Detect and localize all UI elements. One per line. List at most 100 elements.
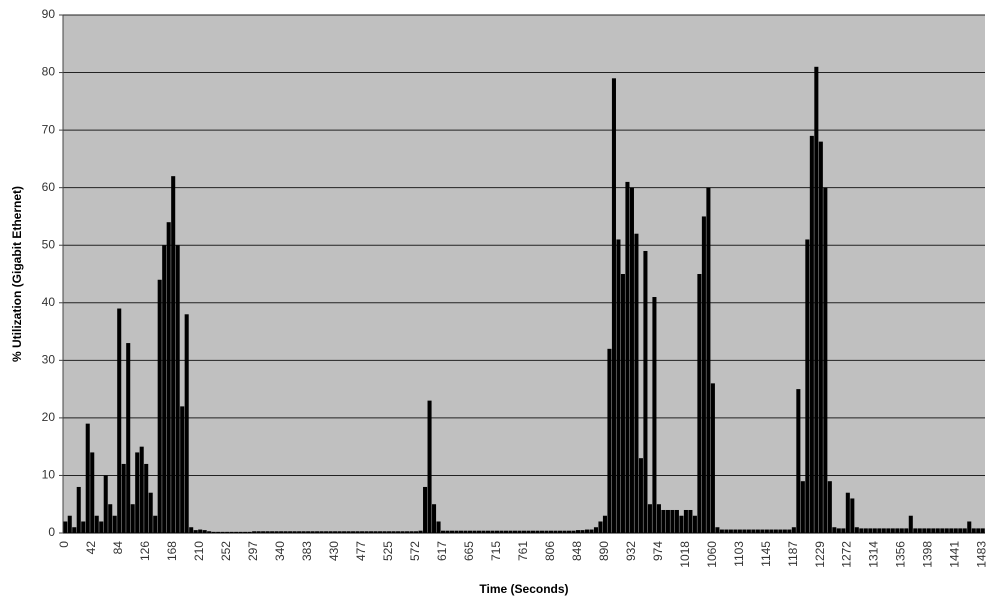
bar bbox=[252, 531, 257, 533]
bar bbox=[769, 529, 774, 533]
bar bbox=[418, 530, 423, 533]
bar bbox=[602, 515, 607, 533]
bar bbox=[872, 528, 877, 533]
bar bbox=[710, 383, 715, 533]
bar bbox=[494, 530, 500, 533]
bar bbox=[396, 531, 401, 533]
bar bbox=[373, 531, 378, 533]
bar bbox=[288, 531, 293, 533]
bar bbox=[706, 187, 711, 533]
x-tick-label: 1483 bbox=[975, 541, 987, 568]
bar bbox=[926, 528, 931, 533]
bar bbox=[755, 529, 760, 533]
bar bbox=[76, 486, 81, 533]
y-axis-title: % Utilization (Gigabit Ethernet) bbox=[10, 186, 24, 362]
bar bbox=[503, 530, 509, 533]
bar bbox=[526, 530, 531, 533]
bar bbox=[886, 528, 891, 533]
bar bbox=[193, 530, 198, 533]
bar bbox=[728, 529, 733, 533]
bar bbox=[310, 531, 315, 533]
bar bbox=[800, 481, 805, 533]
bar bbox=[809, 135, 814, 533]
bar bbox=[270, 531, 275, 533]
bar bbox=[211, 531, 216, 533]
bar bbox=[72, 527, 77, 533]
bar bbox=[283, 531, 288, 533]
bar bbox=[575, 530, 580, 533]
bar bbox=[827, 481, 832, 533]
bar bbox=[674, 509, 679, 533]
y-tick-label: 60 bbox=[42, 180, 56, 194]
bar bbox=[153, 515, 158, 533]
bar bbox=[917, 528, 922, 533]
bar bbox=[580, 530, 585, 533]
bar bbox=[99, 521, 104, 533]
x-tick-label: 210 bbox=[192, 541, 206, 561]
bar bbox=[157, 279, 162, 533]
bar bbox=[364, 531, 369, 533]
bar bbox=[454, 530, 459, 533]
bar bbox=[207, 531, 212, 533]
bar bbox=[967, 521, 972, 533]
bar bbox=[548, 530, 554, 533]
bar bbox=[841, 528, 846, 533]
bar bbox=[346, 531, 351, 533]
bar bbox=[409, 531, 414, 533]
bar bbox=[535, 530, 540, 533]
bar bbox=[184, 314, 189, 533]
bar bbox=[877, 528, 882, 533]
bar bbox=[81, 521, 86, 533]
bar bbox=[751, 529, 756, 533]
bar bbox=[342, 531, 347, 533]
bar bbox=[144, 463, 149, 533]
bar bbox=[868, 528, 873, 533]
bar bbox=[378, 531, 383, 533]
bar bbox=[490, 530, 495, 533]
bar bbox=[499, 530, 504, 533]
bar bbox=[553, 530, 558, 533]
bar bbox=[854, 527, 859, 533]
bar bbox=[517, 530, 522, 533]
bar bbox=[234, 531, 239, 533]
x-tick-label: 1060 bbox=[705, 541, 719, 568]
bar bbox=[665, 509, 670, 533]
x-tick-label: 126 bbox=[138, 541, 152, 561]
x-tick-label: 1356 bbox=[894, 541, 908, 568]
bar bbox=[274, 531, 279, 533]
bar bbox=[360, 531, 365, 533]
bar bbox=[814, 66, 819, 534]
bar bbox=[423, 486, 428, 533]
bar bbox=[976, 528, 981, 533]
bar bbox=[760, 529, 765, 533]
bar bbox=[216, 531, 221, 533]
x-tick-label: 297 bbox=[246, 541, 260, 561]
bar bbox=[261, 531, 266, 533]
bar bbox=[130, 504, 135, 533]
bar bbox=[441, 530, 446, 533]
bar bbox=[652, 297, 657, 533]
bar bbox=[324, 531, 329, 533]
bar bbox=[782, 529, 787, 533]
bar bbox=[319, 531, 324, 533]
bar bbox=[566, 530, 571, 533]
bar bbox=[895, 528, 900, 533]
bar bbox=[198, 529, 203, 533]
bar bbox=[247, 531, 252, 533]
x-tick-label: 525 bbox=[381, 541, 395, 561]
bar bbox=[333, 531, 338, 533]
x-tick-label: 430 bbox=[327, 541, 341, 561]
y-tick-label: 50 bbox=[42, 237, 56, 251]
bar bbox=[692, 515, 697, 533]
bar bbox=[414, 531, 419, 533]
bar bbox=[962, 528, 967, 533]
x-tick-label: 1145 bbox=[759, 541, 773, 567]
x-tick-label: 1314 bbox=[867, 541, 881, 568]
bar bbox=[715, 527, 720, 533]
x-tick-label: 890 bbox=[597, 541, 611, 561]
bar bbox=[764, 529, 769, 533]
bar bbox=[557, 530, 563, 533]
x-tick-label: 974 bbox=[651, 541, 665, 561]
bar bbox=[607, 348, 612, 533]
bar bbox=[521, 530, 527, 533]
